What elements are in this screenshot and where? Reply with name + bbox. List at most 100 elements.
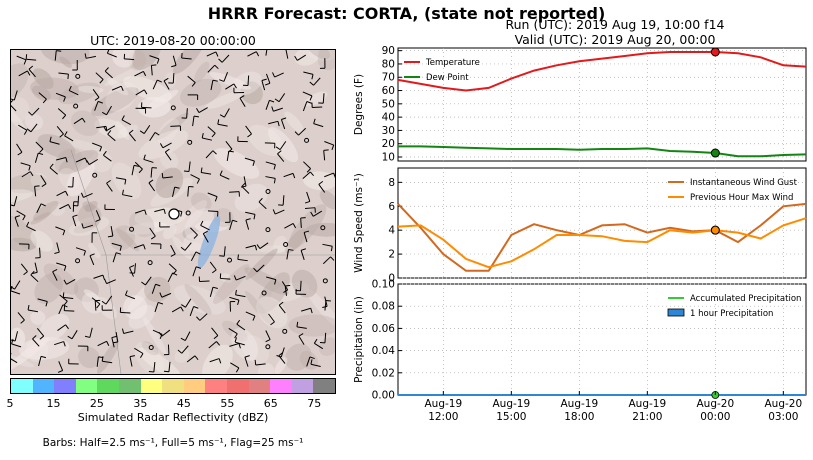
barb-flag [89, 253, 95, 257]
barb-staff [207, 64, 216, 73]
barb-staff [187, 186, 190, 197]
barb-staff [154, 302, 159, 313]
wind-barb [239, 95, 246, 107]
calm-marker [148, 344, 154, 350]
terrain-shade [97, 341, 119, 374]
barb-staff [27, 309, 38, 313]
terrain-shade [308, 50, 335, 61]
wind-barb [209, 286, 218, 297]
barb-flag [101, 356, 104, 362]
wind-barb [36, 328, 45, 340]
wind-barb [56, 126, 64, 138]
wind-barb [58, 72, 69, 80]
barb-staff [68, 90, 79, 96]
barb-staff [304, 207, 316, 209]
barb-staff [36, 328, 45, 337]
barb-staff [207, 210, 218, 213]
radar-map [10, 49, 336, 375]
terrain-shade [116, 228, 140, 252]
barb-staff [199, 280, 210, 283]
colorbar-swatch [226, 379, 249, 393]
terrain-shade [30, 172, 48, 189]
barb-staff [201, 172, 212, 175]
terrain-shade [117, 124, 139, 138]
wind-barb [95, 72, 104, 84]
barb-flag [228, 150, 234, 153]
barb-flag [163, 370, 169, 373]
colorbar-swatch [205, 379, 227, 393]
barb-flag [217, 119, 220, 125]
barb-staff [230, 362, 240, 369]
wind-barb [300, 217, 306, 228]
terrain-shade [111, 162, 142, 200]
terrain-shade [11, 354, 35, 368]
barb-flag [99, 79, 104, 84]
barb-flag [81, 223, 84, 229]
wind-barb [119, 307, 131, 314]
barb-flag [211, 269, 217, 274]
terrain-shade [304, 91, 328, 107]
barb-staff [187, 75, 196, 83]
wind-barb [219, 273, 231, 280]
barb-staff [131, 165, 135, 176]
terrain-shade [138, 129, 189, 160]
terrain-shade [185, 242, 203, 254]
terrain-shade [220, 273, 233, 284]
barb-flag [143, 89, 148, 95]
wind-barb [35, 247, 41, 259]
colorbar-tick-label: 55 [220, 397, 235, 410]
barb-flag [139, 353, 144, 359]
wind-barb [180, 331, 191, 341]
barb-flag [107, 235, 113, 238]
barb-flag [27, 70, 31, 76]
barb-flag [17, 151, 23, 156]
terrain-shade [78, 346, 100, 369]
calm-marker [282, 328, 288, 334]
wind-barb [49, 163, 58, 175]
barb-flag [215, 51, 219, 57]
wind-barb [56, 156, 68, 163]
wind-barb [37, 298, 48, 307]
barb-staff [14, 331, 19, 342]
barb-staff [274, 72, 284, 78]
barb-flag [232, 219, 238, 223]
barb-staff [303, 232, 308, 243]
barb-staff [241, 186, 250, 194]
run-info: Run (UTC): 2019 Aug 19, 10:00 f14 Valid … [400, 17, 813, 47]
barb-staff [73, 117, 83, 125]
barb-flag [63, 265, 67, 271]
barb-staff [259, 242, 269, 249]
barb-flag [201, 133, 204, 139]
barb-flag [274, 98, 280, 103]
barb-flag [252, 160, 255, 166]
wind-barb [217, 119, 228, 127]
barb-flag [277, 150, 282, 155]
barb-flag [22, 215, 26, 221]
barb-staff [148, 182, 156, 192]
barb-flag [309, 171, 314, 177]
barb-flag [65, 157, 68, 163]
barb-staff [13, 90, 18, 101]
wind-barb [35, 141, 44, 153]
barb-staff [225, 83, 235, 90]
y-tick-label: 20 [382, 138, 395, 150]
barb-staff [239, 97, 246, 107]
barb-flag [261, 78, 267, 81]
wind-barb [190, 227, 198, 239]
barb-staff [162, 176, 173, 179]
colorbar-swatch [291, 379, 314, 393]
x-tick-label: 03:00 [768, 411, 798, 423]
terrain-shade [132, 50, 162, 71]
barb-flag [275, 146, 281, 151]
barb-flag [294, 55, 298, 61]
terrain-shade [66, 158, 95, 197]
barb-staff [200, 225, 210, 231]
terrain-shade [190, 192, 212, 212]
wind-barb [129, 263, 136, 274]
barb-staff [224, 108, 230, 118]
barb-staff [11, 343, 22, 348]
barb-flag [62, 292, 65, 298]
terrain-shade [70, 110, 101, 137]
wind-barb [54, 50, 62, 61]
